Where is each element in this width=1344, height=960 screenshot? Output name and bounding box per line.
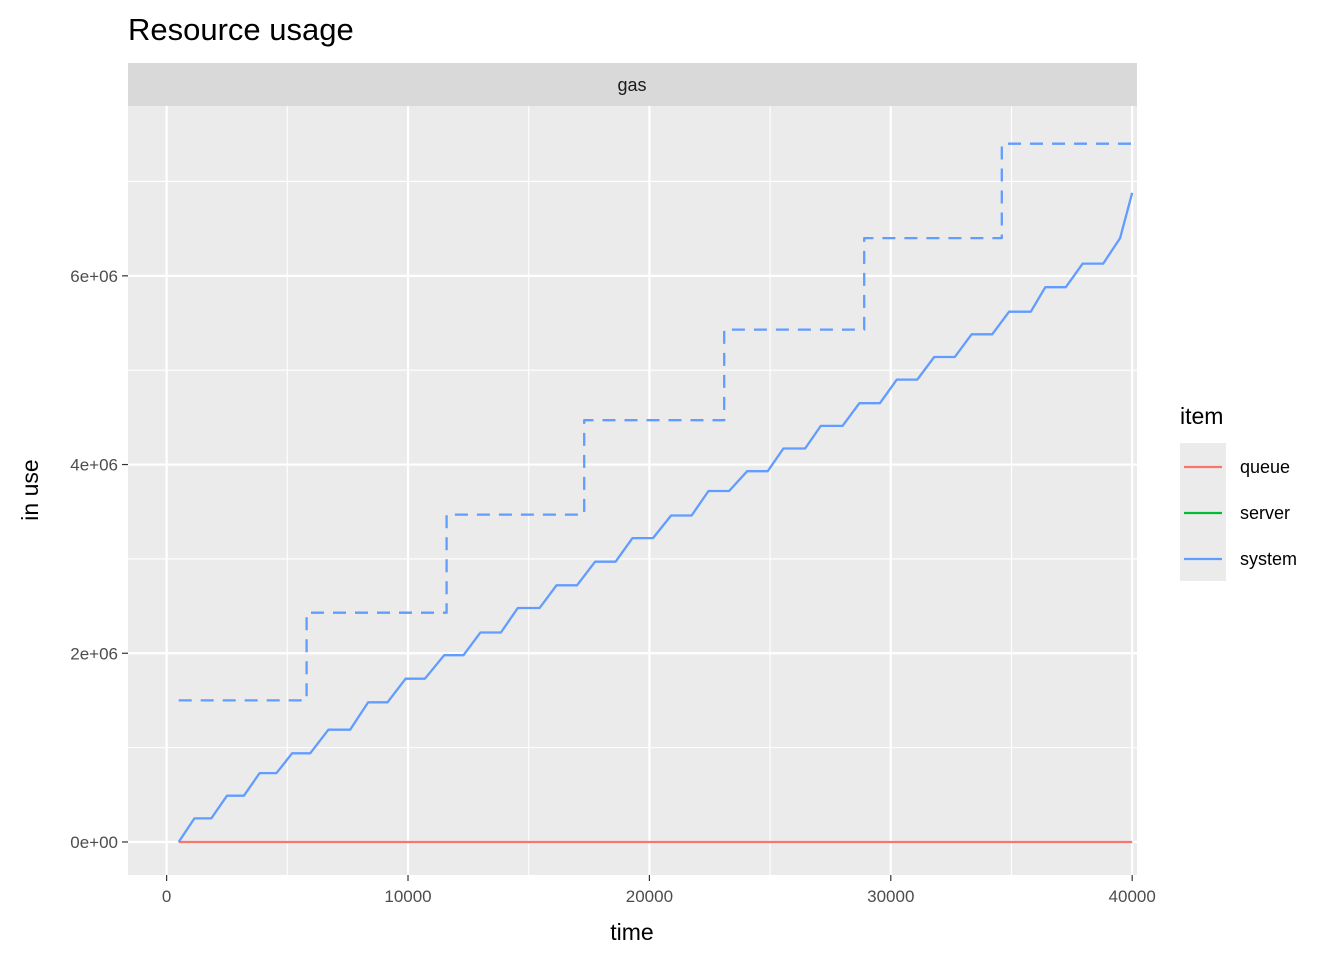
legend-title: item bbox=[1180, 403, 1223, 429]
series-layer bbox=[177, 142, 1134, 844]
x-tick-label: 20000 bbox=[626, 887, 673, 906]
x-tick-label: 30000 bbox=[867, 887, 914, 906]
legend-label-system: system bbox=[1240, 549, 1297, 569]
minor-gridlines bbox=[128, 106, 1137, 875]
y-tick-label: 4e+06 bbox=[70, 456, 118, 475]
legend-label-queue: queue bbox=[1240, 457, 1290, 477]
y-tick-label: 2e+06 bbox=[70, 644, 118, 663]
y-tick-label: 0e+00 bbox=[70, 833, 118, 852]
legend-label-server: server bbox=[1240, 503, 1290, 523]
facet-strip bbox=[128, 63, 1137, 106]
x-axis: 0 10000 20000 30000 40000 bbox=[162, 875, 1156, 906]
chart-title: Resource usage bbox=[128, 12, 354, 47]
x-axis-title: time bbox=[610, 919, 653, 945]
y-tick-label: 6e+06 bbox=[70, 267, 118, 286]
x-tick-label: 40000 bbox=[1109, 887, 1156, 906]
legend: item queue server system bbox=[1180, 403, 1297, 581]
y-axis-title: in use bbox=[17, 459, 43, 520]
series-line-system-solid bbox=[177, 192, 1134, 843]
x-tick-label: 0 bbox=[162, 887, 171, 906]
plot-panel bbox=[128, 106, 1137, 875]
series-line-system-dashed bbox=[178, 142, 1133, 702]
x-tick-label: 10000 bbox=[384, 887, 431, 906]
facet-strip-label: gas bbox=[617, 75, 646, 95]
y-axis: 0e+00 2e+06 4e+06 6e+06 bbox=[70, 267, 128, 852]
